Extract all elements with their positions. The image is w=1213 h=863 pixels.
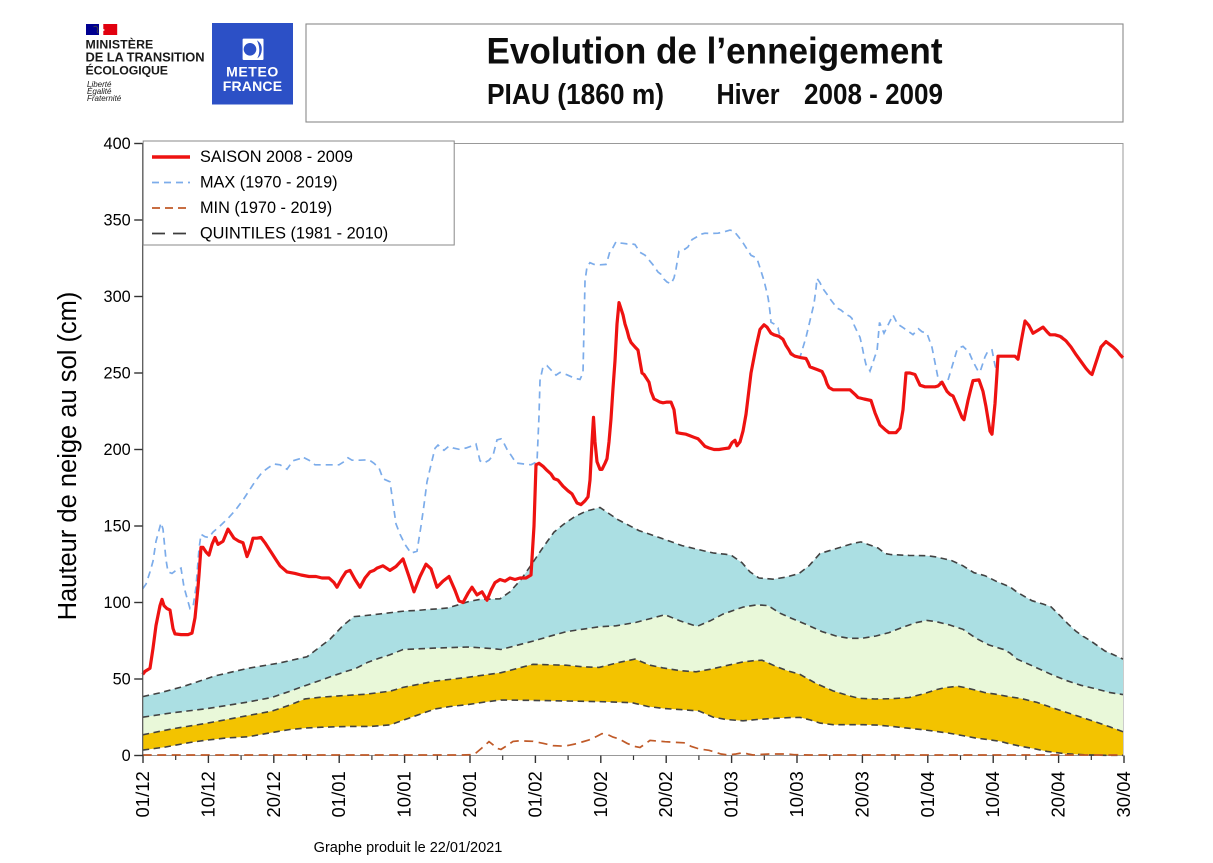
svg-text:Fraternité: Fraternité bbox=[87, 94, 122, 103]
svg-text:SAISON 2008 - 2009: SAISON 2008 - 2009 bbox=[200, 148, 353, 166]
svg-text:01/04: 01/04 bbox=[917, 771, 938, 817]
svg-text:10/12: 10/12 bbox=[197, 771, 218, 817]
svg-text:Hauteur de neige au sol (cm): Hauteur de neige au sol (cm) bbox=[54, 292, 82, 621]
svg-text:Hiver: Hiver bbox=[717, 79, 780, 111]
svg-text:METEO: METEO bbox=[226, 64, 279, 80]
svg-text:150: 150 bbox=[104, 518, 131, 536]
svg-text:10/02: 10/02 bbox=[590, 771, 611, 817]
svg-text:10/01: 10/01 bbox=[394, 771, 415, 817]
svg-text:10/03: 10/03 bbox=[786, 771, 807, 817]
svg-text:200: 200 bbox=[104, 441, 131, 459]
svg-text:0: 0 bbox=[122, 747, 131, 765]
svg-text:20/02: 20/02 bbox=[655, 771, 676, 817]
svg-text:20/12: 20/12 bbox=[263, 771, 284, 817]
svg-text:350: 350 bbox=[104, 212, 131, 230]
svg-text:01/03: 01/03 bbox=[721, 771, 742, 817]
svg-text:01/01: 01/01 bbox=[328, 771, 349, 817]
svg-text:20/03: 20/03 bbox=[851, 771, 872, 817]
svg-text:QUINTILES (1981 - 2010): QUINTILES (1981 - 2010) bbox=[200, 225, 388, 243]
svg-text:20/01: 20/01 bbox=[459, 771, 480, 817]
svg-text:Liberté: Liberté bbox=[87, 80, 112, 89]
svg-text:Graphe produit le 22/01/2021: Graphe produit le 22/01/2021 bbox=[314, 840, 503, 856]
svg-text:01/12: 01/12 bbox=[132, 771, 153, 817]
svg-text:300: 300 bbox=[104, 288, 131, 306]
svg-text:MINISTÈRE: MINISTÈRE bbox=[86, 37, 154, 52]
svg-text:Égalité: Égalité bbox=[87, 87, 112, 96]
svg-text:ÉCOLOGIQUE: ÉCOLOGIQUE bbox=[86, 63, 168, 78]
svg-text:01/02: 01/02 bbox=[524, 771, 545, 817]
svg-text:400: 400 bbox=[104, 135, 131, 153]
svg-text:PIAU (1860 m): PIAU (1860 m) bbox=[487, 79, 664, 111]
svg-text:20/04: 20/04 bbox=[1048, 771, 1069, 817]
svg-text:Evolution de l’enneigement: Evolution de l’enneigement bbox=[487, 30, 943, 72]
svg-text:100: 100 bbox=[104, 594, 131, 612]
svg-text:DE LA TRANSITION: DE LA TRANSITION bbox=[86, 50, 205, 65]
svg-text:250: 250 bbox=[104, 365, 131, 383]
svg-text:FRANCE: FRANCE bbox=[223, 78, 283, 94]
svg-text:30/04: 30/04 bbox=[1113, 771, 1134, 817]
svg-text:2008 - 2009: 2008 - 2009 bbox=[804, 79, 943, 111]
svg-text:MIN (1970 - 2019): MIN (1970 - 2019) bbox=[200, 199, 332, 217]
svg-text:50: 50 bbox=[113, 671, 131, 689]
svg-text:10/04: 10/04 bbox=[982, 771, 1003, 817]
svg-text:MAX (1970 - 2019): MAX (1970 - 2019) bbox=[200, 174, 338, 192]
